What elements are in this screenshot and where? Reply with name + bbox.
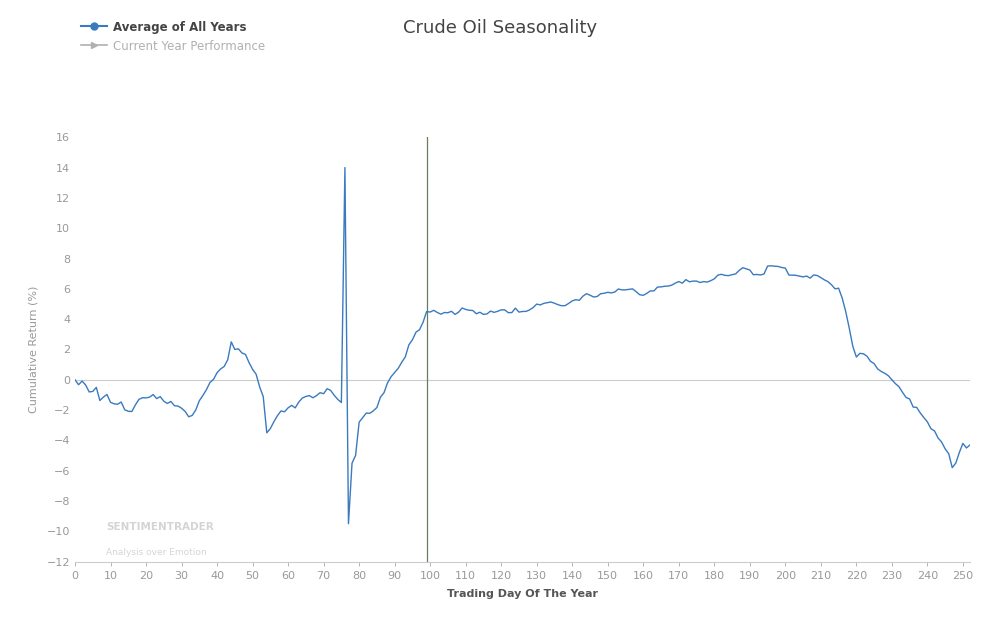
Y-axis label: Cumulative Return (%): Cumulative Return (%) <box>28 286 38 413</box>
Text: SENTIMENTRADER: SENTIMENTRADER <box>106 522 214 532</box>
X-axis label: Trading Day Of The Year: Trading Day Of The Year <box>447 589 598 599</box>
Text: Crude Oil Seasonality: Crude Oil Seasonality <box>403 19 597 37</box>
Text: Analysis over Emotion: Analysis over Emotion <box>106 548 207 557</box>
Legend: Average of All Years, Current Year Performance: Average of All Years, Current Year Perfo… <box>76 16 270 57</box>
